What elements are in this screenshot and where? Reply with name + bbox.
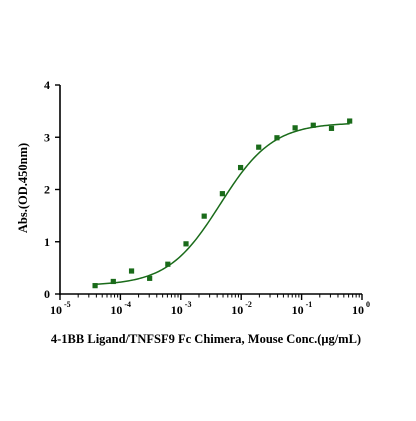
data-point bbox=[165, 261, 171, 267]
y-tick-label: 3 bbox=[44, 130, 50, 144]
x-tick-label-base: 10 bbox=[231, 303, 243, 317]
data-point bbox=[183, 241, 189, 247]
x-tick-label: 10 0 bbox=[352, 300, 370, 317]
data-point bbox=[237, 164, 244, 171]
y-tick-label: 1 bbox=[44, 235, 50, 249]
x-tick-label-base: 10 bbox=[171, 303, 183, 317]
fit-curve-layer bbox=[95, 123, 350, 286]
data-point bbox=[274, 135, 280, 141]
axes bbox=[59, 85, 362, 295]
data-point bbox=[147, 275, 153, 281]
x-tick-label-base: 10 bbox=[50, 303, 62, 317]
data-points bbox=[92, 118, 353, 289]
data-point bbox=[219, 191, 225, 197]
y-tick-label: 4 bbox=[44, 78, 50, 92]
x-tick-label-exponent: -2 bbox=[245, 300, 252, 309]
data-point bbox=[110, 278, 116, 285]
x-tick-label-base: 10 bbox=[292, 303, 304, 317]
fit-curve bbox=[95, 123, 350, 286]
data-point bbox=[328, 125, 335, 131]
data-point bbox=[92, 283, 98, 289]
x-tick-label-base: 10 bbox=[352, 303, 364, 317]
x-tick-label: 10 -4 bbox=[110, 300, 131, 317]
x-tick-label: 10 -1 bbox=[292, 300, 313, 317]
x-tick-label-exponent: -5 bbox=[64, 300, 71, 309]
x-tick-label-exponent: 0 bbox=[366, 300, 370, 309]
x-tick-label-exponent: -3 bbox=[185, 300, 192, 309]
y-tick-label: 2 bbox=[44, 183, 50, 197]
data-point bbox=[292, 125, 298, 131]
x-tick-label: 10 -3 bbox=[171, 300, 192, 317]
x-tick-label-exponent: -4 bbox=[124, 300, 131, 309]
data-point bbox=[128, 268, 135, 274]
data-point bbox=[201, 213, 207, 219]
y-tick-label: 0 bbox=[44, 287, 50, 301]
data-point bbox=[347, 118, 353, 124]
data-point bbox=[310, 122, 316, 128]
x-tick-label-base: 10 bbox=[110, 303, 122, 317]
x-tick-label: 10 -5 bbox=[50, 300, 71, 317]
x-tick-label-exponent: -1 bbox=[306, 300, 313, 309]
tick-marks bbox=[55, 84, 363, 300]
y-axis-label: Abs.(OD.450nm) bbox=[16, 143, 30, 233]
data-point bbox=[256, 144, 262, 150]
x-axis-label: 4-1BB Ligand/TNFSF9 Fc Chimera, Mouse Co… bbox=[51, 332, 361, 346]
x-tick-label: 10 -2 bbox=[231, 300, 252, 317]
